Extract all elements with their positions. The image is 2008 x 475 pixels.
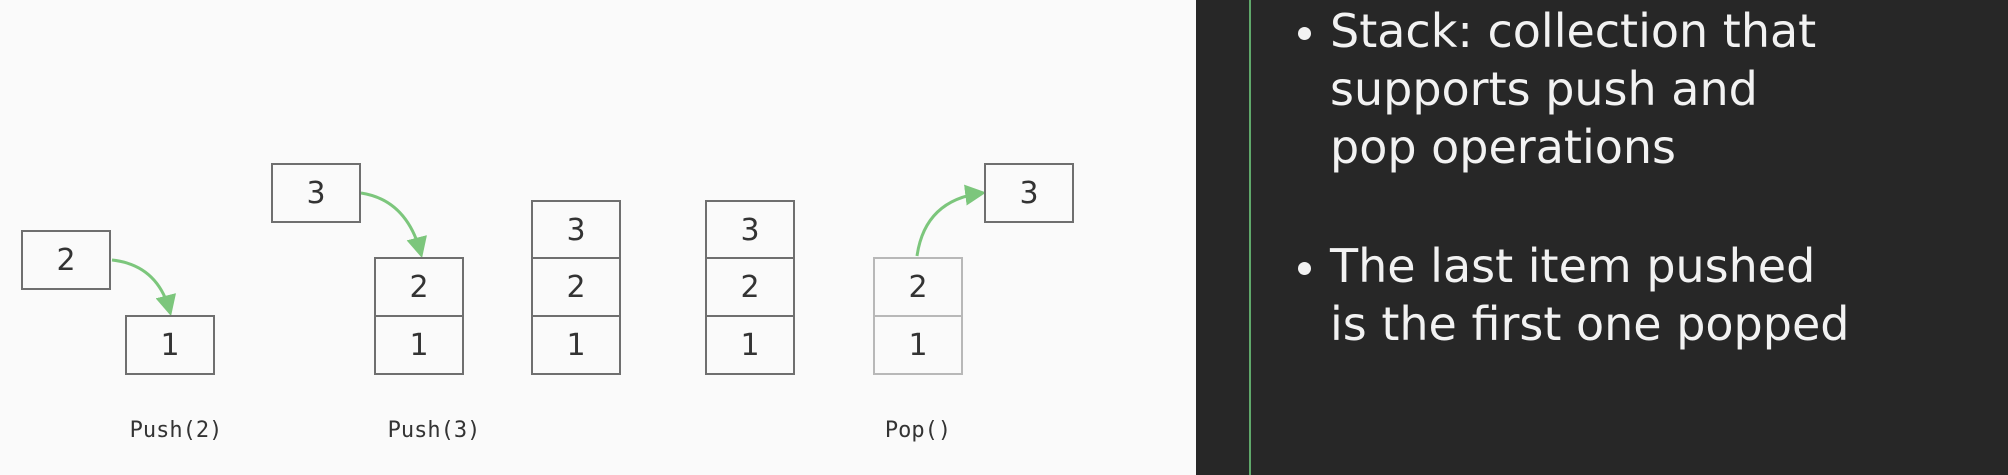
pop-arrow bbox=[915, 184, 987, 257]
caption-push-2: Push(2) bbox=[129, 418, 223, 443]
stack-item-2: 2 bbox=[374, 257, 464, 317]
stack-item-2: 2 bbox=[531, 257, 621, 317]
incoming-item-3: 3 bbox=[271, 163, 361, 223]
popped-item-3: 3 bbox=[984, 163, 1074, 223]
bullet-line: is the first one popped bbox=[1330, 297, 1850, 351]
text-panel bbox=[1196, 0, 2008, 475]
bullet-dot-icon bbox=[1298, 27, 1311, 40]
stack-item-1: 1 bbox=[873, 315, 963, 375]
bullet-dot-icon bbox=[1298, 262, 1311, 275]
panel-divider bbox=[1249, 0, 1251, 475]
stack-item-3: 3 bbox=[531, 200, 621, 260]
bullet-lifo: The last item pushed is the first one po… bbox=[1298, 237, 1980, 353]
bullet-line: pop operations bbox=[1330, 120, 1676, 174]
push-2-arrow bbox=[111, 258, 177, 317]
incoming-item-2: 2 bbox=[21, 230, 111, 290]
bullet-line: The last item pushed bbox=[1330, 239, 1816, 293]
diagram-panel: 2 1 Push(2) 3 2 1 Push(3) 3 2 1 3 2 1 3 … bbox=[21, 163, 1074, 443]
bullet-line: Stack: collection that bbox=[1330, 4, 1817, 58]
push-3-arrow bbox=[360, 191, 427, 259]
stack-item-1: 1 bbox=[374, 315, 464, 375]
caption-push-3: Push(3) bbox=[387, 418, 481, 443]
stack-item-2: 2 bbox=[873, 257, 963, 317]
stack-item-1: 1 bbox=[705, 315, 795, 375]
stack-item-1: 1 bbox=[531, 315, 621, 375]
bullet-line: supports push and bbox=[1330, 62, 1758, 116]
stack-item-1: 1 bbox=[125, 315, 215, 375]
diagram-arrows bbox=[111, 184, 987, 317]
stack-item-2: 2 bbox=[705, 257, 795, 317]
bullet-stack-definition: Stack: collection that supports push and… bbox=[1298, 2, 1980, 176]
stack-item-3: 3 bbox=[705, 200, 795, 260]
caption-pop: Pop() bbox=[884, 418, 952, 443]
